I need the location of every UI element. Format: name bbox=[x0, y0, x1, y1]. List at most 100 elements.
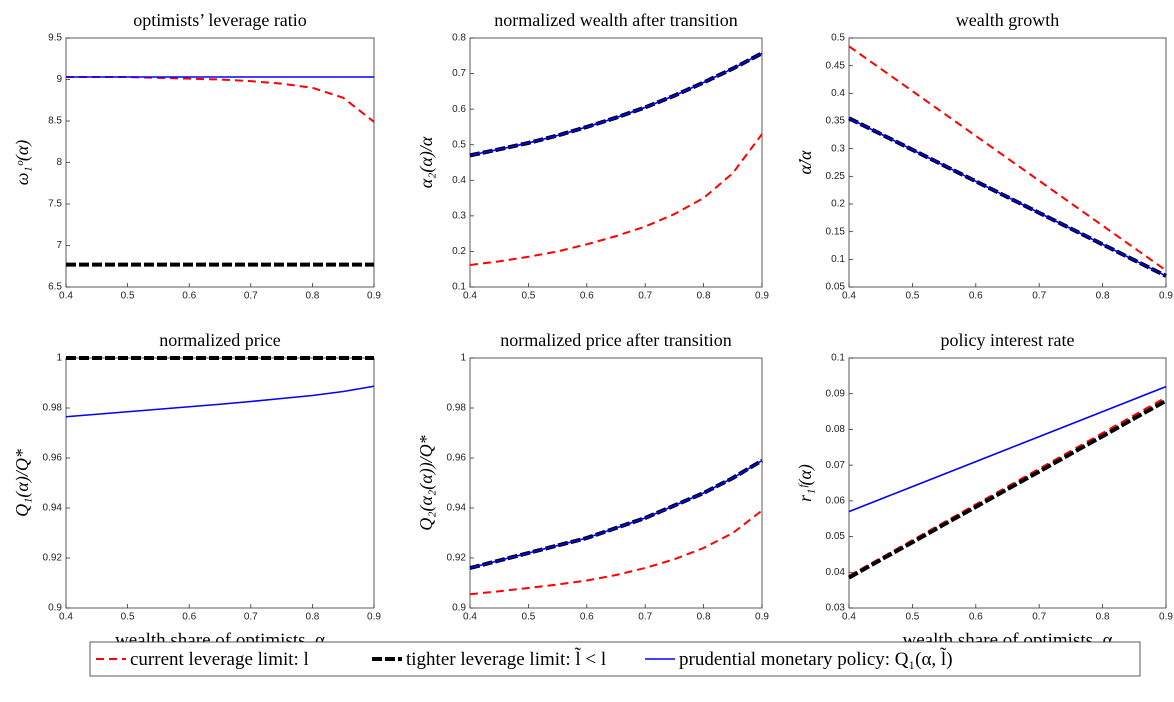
chart-title: optimists’ leverage ratio bbox=[133, 10, 307, 30]
y-tick-label: 0.05 bbox=[826, 282, 846, 293]
y-tick-label: 7.5 bbox=[48, 199, 62, 210]
x-tick-label: 0.5 bbox=[905, 291, 919, 302]
y-tick-label: 0.2 bbox=[452, 246, 466, 257]
series-line bbox=[848, 396, 1167, 577]
y-tick-label: 0.4 bbox=[452, 175, 466, 186]
y-tick-label: 0.94 bbox=[447, 503, 467, 514]
plot-frame bbox=[65, 37, 375, 288]
chart-title: normalized price after transition bbox=[500, 330, 731, 350]
y-axis-label: ω₁ᵒ(α) bbox=[12, 140, 33, 186]
x-tick-label: 0.6 bbox=[182, 612, 196, 623]
x-tick-label: 0.9 bbox=[755, 612, 769, 623]
y-tick-label: 0.35 bbox=[826, 116, 846, 127]
x-tick-label: 0.5 bbox=[521, 291, 535, 302]
y-tick-label: 0.6 bbox=[452, 104, 466, 115]
legend-label: tighter leverage limit: l̃ < l bbox=[406, 646, 606, 670]
x-tick-label: 0.4 bbox=[59, 291, 73, 302]
x-tick-label: 0.6 bbox=[969, 612, 983, 623]
plot-frame bbox=[848, 37, 1167, 288]
y-tick-label: 0.1 bbox=[831, 254, 845, 265]
x-tick-label: 0.7 bbox=[638, 291, 652, 302]
x-tick-label: 0.8 bbox=[305, 291, 319, 302]
x-tick-label: 0.7 bbox=[244, 291, 258, 302]
x-tick-label: 0.7 bbox=[638, 612, 652, 623]
x-tick-label: 0.5 bbox=[905, 612, 919, 623]
series-line bbox=[469, 459, 763, 569]
x-tick-label: 0.7 bbox=[244, 612, 258, 623]
y-tick-label: 0.94 bbox=[43, 503, 63, 514]
y-tick-label: 0.15 bbox=[826, 226, 846, 237]
x-tick-label: 0.8 bbox=[1096, 612, 1110, 623]
series-line bbox=[65, 385, 375, 418]
y-tick-label: 0.1 bbox=[452, 282, 466, 293]
y-tick-label: 0.92 bbox=[43, 553, 63, 564]
y-tick-label: 1 bbox=[460, 353, 466, 364]
y-tick-label: 0.4 bbox=[831, 88, 845, 99]
y-tick-label: 0.06 bbox=[826, 495, 846, 506]
x-tick-label: 0.9 bbox=[1159, 612, 1173, 623]
y-tick-label: 0.5 bbox=[452, 139, 466, 150]
y-tick-label: 0.8 bbox=[452, 33, 466, 44]
y-tick-label: 0.96 bbox=[43, 453, 63, 464]
series-line bbox=[469, 133, 763, 266]
y-tick-label: 0.98 bbox=[43, 403, 63, 414]
x-tick-label: 0.4 bbox=[842, 291, 856, 302]
y-tick-label: 0.9 bbox=[452, 603, 466, 614]
x-tick-label: 0.4 bbox=[842, 612, 856, 623]
y-tick-label: 0.25 bbox=[826, 171, 846, 182]
x-tick-label: 0.9 bbox=[755, 291, 769, 302]
y-tick-label: 0.08 bbox=[826, 424, 846, 435]
y-tick-label: 1 bbox=[56, 353, 62, 364]
x-tick-label: 0.5 bbox=[521, 612, 535, 623]
legend-box bbox=[89, 641, 1141, 677]
y-tick-label: 8.5 bbox=[48, 116, 62, 127]
series-line bbox=[848, 385, 1167, 513]
y-tick-label: 6.5 bbox=[48, 282, 62, 293]
y-axis-label: α̇/α bbox=[795, 150, 815, 174]
y-tick-label: 8 bbox=[56, 157, 62, 168]
plot-frame bbox=[848, 357, 1167, 609]
y-tick-label: 0.96 bbox=[447, 453, 467, 464]
series-line bbox=[469, 509, 763, 596]
y-axis-label: Q₂(α₂(α))/Q* bbox=[416, 435, 437, 530]
x-tick-label: 0.8 bbox=[1096, 291, 1110, 302]
chart-title: normalized wealth after transition bbox=[494, 10, 737, 30]
x-tick-label: 0.5 bbox=[121, 291, 135, 302]
y-tick-label: 0.03 bbox=[826, 603, 846, 614]
chart-title: wealth growth bbox=[956, 10, 1059, 30]
y-tick-label: 0.9 bbox=[48, 603, 62, 614]
y-tick-label: 0.04 bbox=[826, 567, 846, 578]
x-tick-label: 0.6 bbox=[969, 291, 983, 302]
y-tick-label: 9.5 bbox=[48, 33, 62, 44]
series-line bbox=[469, 52, 763, 157]
y-tick-label: 0.3 bbox=[831, 143, 845, 154]
x-tick-label: 0.8 bbox=[697, 291, 711, 302]
y-tick-label: 9 bbox=[56, 74, 62, 85]
legend-label: prudential monetary policy: Q₁(α, l̃) bbox=[679, 646, 953, 670]
plot-frame bbox=[469, 357, 763, 609]
y-tick-label: 0.3 bbox=[452, 210, 466, 221]
x-tick-label: 0.4 bbox=[59, 612, 73, 623]
chart-title: normalized price bbox=[159, 330, 280, 350]
chart-title: policy interest rate bbox=[941, 330, 1075, 350]
x-tick-label: 0.7 bbox=[1032, 612, 1046, 623]
y-tick-label: 0.92 bbox=[447, 553, 467, 564]
x-tick-label: 0.6 bbox=[580, 291, 594, 302]
x-tick-label: 0.7 bbox=[1032, 291, 1046, 302]
y-tick-label: 0.2 bbox=[831, 199, 845, 210]
y-tick-label: 0.05 bbox=[826, 531, 846, 542]
y-tick-label: 0.7 bbox=[452, 68, 466, 79]
x-tick-label: 0.8 bbox=[697, 612, 711, 623]
y-axis-label: r₁ᶠ(α) bbox=[795, 464, 816, 502]
x-tick-label: 0.5 bbox=[121, 612, 135, 623]
y-tick-label: 0.98 bbox=[447, 403, 467, 414]
y-axis-label: α₂(α)/α bbox=[416, 136, 437, 188]
series-line bbox=[848, 117, 1167, 277]
plot-frame bbox=[65, 357, 375, 609]
y-tick-label: 0.09 bbox=[826, 388, 846, 399]
x-tick-label: 0.8 bbox=[305, 612, 319, 623]
series-line bbox=[848, 399, 1167, 580]
y-axis-label: Q₁(α)/Q* bbox=[12, 449, 33, 517]
x-tick-label: 0.9 bbox=[367, 291, 381, 302]
